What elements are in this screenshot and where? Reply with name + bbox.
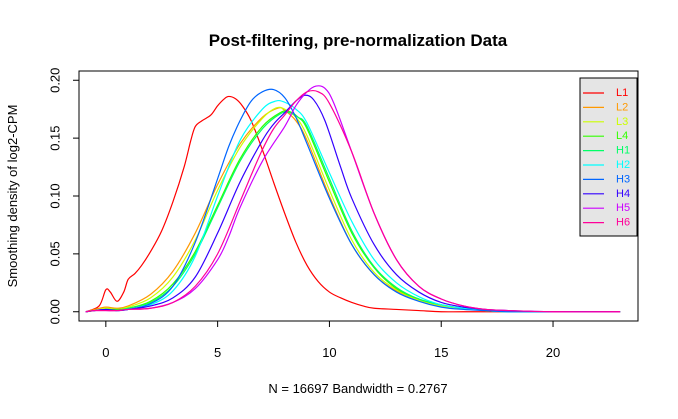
legend-label-l2: L2	[616, 101, 628, 113]
x-tick-label: 5	[214, 345, 221, 360]
legend-label-h6: H6	[616, 217, 630, 229]
legend-label-h3: H3	[616, 173, 630, 185]
series-line-h5	[85, 85, 621, 313]
series-line-l2	[85, 107, 621, 313]
legend-label-l3: L3	[616, 116, 628, 128]
legend-label-h4: H4	[616, 188, 630, 200]
y-axis-label: Smoothing density of log2-CPM	[5, 105, 20, 288]
chart-title: Post-filtering, pre-normalization Data	[209, 31, 508, 50]
series-layer	[85, 85, 621, 313]
legend-label-h1: H1	[616, 145, 630, 157]
x-tick-label: 15	[434, 345, 448, 360]
legend-label-h5: H5	[616, 202, 630, 214]
x-tick-label: 0	[102, 345, 109, 360]
series-line-l4	[85, 110, 621, 313]
legend: L1 L2 L3 L4 H1 H2 H3 H4 H5 H6	[579, 77, 638, 237]
series-line-h1	[85, 111, 621, 313]
x-tick-label: 20	[546, 345, 560, 360]
y-tick-label: 0.00	[48, 299, 63, 324]
series-line-l1	[85, 95, 621, 313]
legend-label-l4: L4	[616, 130, 628, 142]
x-tick-label: 10	[322, 345, 336, 360]
series-line-l3	[85, 106, 621, 313]
y-tick-label: 0.15	[48, 125, 63, 150]
x-axis: 0 5 10 15 20	[102, 321, 560, 360]
legend-label-h2: H2	[616, 159, 630, 171]
legend-label-l1: L1	[616, 87, 628, 99]
y-tick-label: 0.20	[48, 68, 63, 93]
y-tick-label: 0.05	[48, 241, 63, 266]
x-axis-label: N = 16697 Bandwidth = 0.2767	[268, 381, 447, 396]
series-line-h6	[85, 89, 621, 313]
y-axis: 0.00 0.05 0.10 0.15 0.20	[48, 68, 79, 324]
legend-box	[579, 77, 638, 237]
y-tick-label: 0.10	[48, 183, 63, 208]
series-line-h3	[85, 88, 621, 313]
